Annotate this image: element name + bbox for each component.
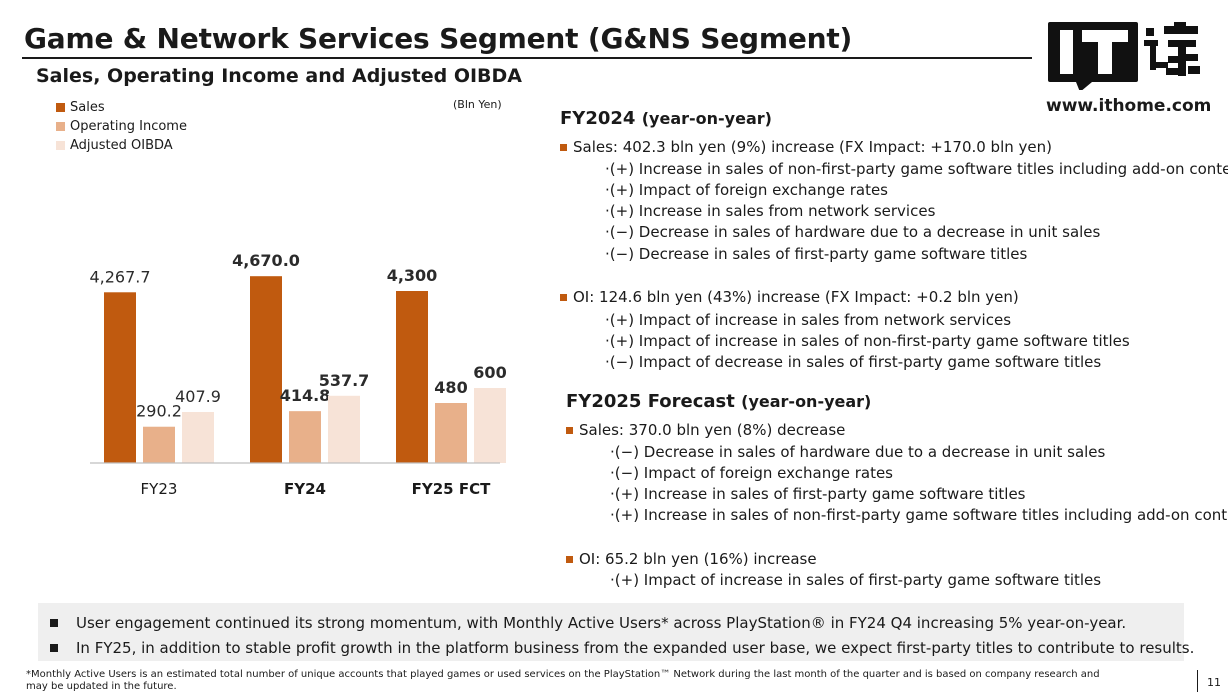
- fy2025-title: FY2025 Forecast: [566, 391, 735, 412]
- chart-legend: Sales Operating Income Adjusted OIBDA: [56, 98, 187, 155]
- bar-adjusted-oibda-fy25-fct: [474, 388, 506, 463]
- fy2024-sales-line: Sales: 402.3 bln yen (9%) increase (FX I…: [560, 138, 1052, 156]
- fy2024-title: FY2024: [560, 108, 636, 129]
- category-label: FY24: [284, 480, 326, 498]
- fy2025-panel: FY2025 Forecast (year-on-year): [566, 391, 871, 412]
- fy2024-oi-item: ·(+) Impact of increase in sales from ne…: [605, 311, 1012, 329]
- bullet-square: [560, 143, 567, 151]
- fy2025-sales-item: ·(−) Decrease in sales of hardware due t…: [610, 443, 1106, 461]
- bar-value-label: 537.7: [319, 371, 370, 390]
- bar-operating-income-fy25-fct: [435, 403, 467, 463]
- fy2024-oi-item: ·(+) Impact of increase in sales of non-…: [605, 332, 1130, 350]
- ithome-logo: [1048, 22, 1200, 90]
- bar-value-label: 480: [434, 378, 467, 397]
- note-text: In FY25, in addition to stable profit gr…: [76, 639, 1195, 657]
- fy2025-heading: FY2025 Forecast (year-on-year): [566, 391, 871, 412]
- fy2024-sales-item: ·(+) Increase in sales from network serv…: [605, 202, 936, 220]
- fy2024-heading: FY2024 (year-on-year): [560, 108, 772, 129]
- bar-value-label: 4,267.7: [89, 267, 150, 286]
- bar-value-label: 4,670.0: [232, 251, 300, 270]
- fy2025-sales-text: Sales: 370.0 bln yen (8%) decrease: [579, 421, 846, 439]
- bar-sales-fy23: [104, 292, 136, 463]
- fy2025-oi-item: ·(+) Impact of increase in sales of firs…: [610, 571, 1102, 589]
- legend-swatch: [56, 141, 65, 150]
- fy2024-sales-item: ·(−) Decrease in sales of first-party ga…: [605, 245, 1028, 263]
- bullet-square: [50, 619, 58, 627]
- page-number: 11: [1207, 676, 1221, 689]
- bar-value-label: 414.8: [280, 386, 331, 405]
- page-title: Game & Network Services Segment (G&NS Se…: [24, 22, 853, 55]
- legend-label: Operating Income: [70, 119, 187, 134]
- bar-adjusted-oibda-fy24: [328, 395, 360, 463]
- page-number-divider: [1197, 670, 1198, 692]
- legend-swatch: [56, 103, 65, 112]
- footnote: *Monthly Active Users is an estimated to…: [26, 669, 1100, 692]
- fy2024-sales-text: Sales: 402.3 bln yen (9%) increase (FX I…: [573, 138, 1052, 156]
- legend-item-adjusted-oibda: Adjusted OIBDA: [56, 136, 187, 155]
- fy2024-panel: FY2024 (year-on-year): [560, 108, 772, 129]
- category-label: FY23: [141, 480, 178, 498]
- bullet-square: [560, 293, 567, 301]
- title-underline: [22, 57, 1032, 59]
- fy2025-sales-line: Sales: 370.0 bln yen (8%) decrease: [566, 421, 845, 439]
- fy2025-oi-text: OI: 65.2 bln yen (16%) increase: [579, 550, 817, 568]
- bar-value-label: 290.2: [136, 402, 182, 421]
- fy2025-yoy: (year-on-year): [741, 392, 872, 411]
- fy2024-sales-item: ·(−) Decrease in sales of hardware due t…: [605, 223, 1101, 241]
- notes-box: [38, 603, 1184, 661]
- fy2025-oi-line: OI: 65.2 bln yen (16%) increase: [566, 550, 817, 568]
- fy2024-sales-item: ·(+) Impact of foreign exchange rates: [605, 181, 889, 199]
- bar-operating-income-fy24: [289, 411, 321, 463]
- fy2024-oi-line: OI: 124.6 bln yen (43%) increase (FX Imp…: [560, 288, 1019, 306]
- legend-item-operating-income: Operating Income: [56, 117, 187, 136]
- ithome-url: www.ithome.com: [1046, 96, 1212, 116]
- bar-value-label: 4,300: [387, 266, 438, 285]
- fy2025-sales-item: ·(+) Increase in sales of first-party ga…: [610, 485, 1026, 503]
- legend-item-sales: Sales: [56, 98, 187, 117]
- note-item: User engagement continued its strong mom…: [50, 614, 1126, 632]
- fy2024-oi-item: ·(−) Impact of decrease in sales of firs…: [605, 353, 1102, 371]
- chart-subtitle: Sales, Operating Income and Adjusted OIB…: [36, 65, 523, 87]
- fy2024-sales-item: ·(+) Increase in sales of non-first-part…: [605, 160, 1228, 178]
- note-text: User engagement continued its strong mom…: [76, 614, 1127, 632]
- bullet-square: [566, 555, 573, 563]
- bar-value-label: 600: [473, 363, 506, 382]
- bar-operating-income-fy23: [143, 426, 175, 463]
- fy2024-oi-text: OI: 124.6 bln yen (43%) increase (FX Imp…: [573, 288, 1019, 306]
- legend-swatch: [56, 122, 65, 131]
- bar-adjusted-oibda-fy23: [182, 412, 214, 463]
- fy2025-sales-item: ·(+) Increase in sales of non-first-part…: [610, 506, 1228, 524]
- note-item: In FY25, in addition to stable profit gr…: [50, 639, 1194, 657]
- bar-sales-fy25-fct: [396, 291, 428, 463]
- bar-sales-fy24: [250, 276, 282, 463]
- category-label: FY25 FCT: [412, 480, 491, 498]
- chart-unit: (Bln Yen): [453, 98, 502, 111]
- bar-value-label: 407.9: [175, 387, 221, 406]
- legend-label: Sales: [70, 100, 105, 115]
- fy2025-sales-item: ·(−) Impact of foreign exchange rates: [610, 464, 894, 482]
- bullet-square: [566, 426, 573, 434]
- legend-label: Adjusted OIBDA: [70, 138, 173, 153]
- fy2024-yoy: (year-on-year): [641, 109, 772, 128]
- bullet-square: [50, 644, 58, 652]
